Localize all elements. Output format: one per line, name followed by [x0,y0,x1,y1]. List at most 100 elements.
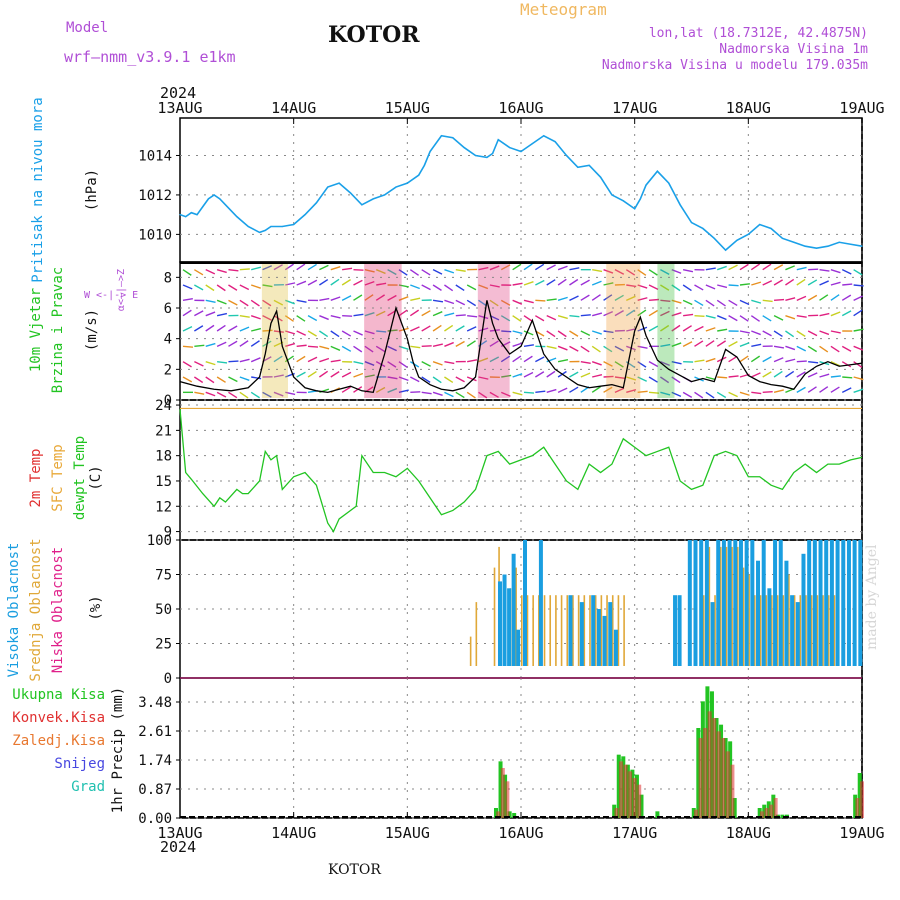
wind-arrow [830,268,841,274]
wind-title-2: Brzina i Pravac [50,267,66,393]
wind-arrow [785,370,795,378]
wind-arrow [319,357,330,363]
wind-arrow [523,315,533,322]
wind-arrow [853,284,864,287]
wind-arrow [444,284,454,292]
wind-arrow [409,269,419,276]
wind-arrow [216,341,227,347]
temp-legend-2m: 2m Temp [28,448,44,507]
wind-arrow [762,391,773,394]
wind-arrow [228,391,238,399]
wind-arrow [671,324,681,332]
pressure-point [565,154,568,157]
wind-arrow [660,376,670,384]
pressure-point [793,241,795,243]
wind-arrow [421,361,431,367]
wind-arrow [353,294,363,301]
mid-cloud-bar [493,567,496,666]
wind-arrow [546,315,557,321]
footer-station: KOTOR [328,862,381,878]
wind-arrow [501,374,512,378]
total-rain-bar [691,808,696,818]
wind-arrow [432,391,443,397]
wind-arrow [591,345,601,353]
wind-arrow [375,386,386,393]
wind-arrow [307,263,317,271]
mid-cloud-bar [538,595,540,666]
wind-arrow [239,284,250,291]
wind-arrow [841,345,852,352]
wind-arrow [330,371,340,378]
wind-arrow [626,295,636,301]
wind-gust-band [364,264,402,398]
wind-arrow [216,391,227,398]
mid-cloud-bar [600,595,603,666]
wind-arrow [455,376,465,383]
wind-arrow [455,268,466,272]
pressure-point [384,194,386,196]
wind-arrow [182,309,192,317]
total-rain-bar [634,774,639,818]
high-cloud-bar [596,609,601,666]
wind-arrow [375,361,386,368]
total-rain-bar [728,741,733,818]
high-cloud-bar [727,540,732,666]
wind-arrow [705,376,716,381]
high-cloud-bar [773,540,778,666]
wind-arrow [273,299,284,306]
wind-arrow [375,294,385,301]
wind-arrow [717,376,728,379]
high-cloud-bar [744,540,749,666]
pressure-point [429,150,431,153]
wind-arrow [603,294,613,301]
wind-gust-band [261,264,288,398]
y-tick-label: 0.00 [138,811,172,827]
wind-arrow [319,315,329,321]
wind-arrow [228,284,238,291]
total-rain-bar [762,804,767,818]
y-tick-label: 0 [164,393,172,409]
dewpt-temp-line [179,409,863,533]
wind-arrow [182,345,194,348]
wind-arrow [648,298,660,302]
wind-arrow [307,345,319,348]
wind-arrow [387,329,398,332]
high-cloud-bar [716,540,721,666]
wind-arrow [853,269,863,276]
wind-arrow [762,330,772,337]
wind-arrow [705,391,715,399]
wind-arrow [637,309,647,317]
wind-arrow [523,371,534,378]
wind-arrow [398,296,409,301]
wind-arrow [557,278,567,286]
wind-arrow [489,391,499,398]
mid-cloud-bar [475,602,478,666]
wind-arrow [341,279,351,286]
wind-arrow [785,315,796,320]
wind-arrow [785,297,796,302]
wind-arrow [785,278,795,286]
wind-arrow [807,330,818,337]
total-rain-bar [857,773,862,818]
total-rain-bar [512,813,517,818]
high-cloud-bar [761,540,766,666]
mid-cloud-bar [560,595,563,666]
mid-cloud-bar [617,595,620,666]
wind-arrow [603,269,614,274]
wind-arrow [637,361,647,368]
wind-arrow [762,280,773,286]
wind-arrow [228,376,238,383]
wind-arrow [512,282,523,286]
wind-arrow [398,309,408,317]
panel-frame-4 [179,677,863,819]
wind-arrow [466,284,477,291]
mid-cloud-bar [577,595,580,666]
pressure-point [861,245,863,247]
wind-arrow [728,340,738,347]
wind-arrow [500,264,511,271]
mid-cloud-bar [793,595,796,666]
mid-cloud-bar [810,595,813,666]
wind-arrow [262,284,273,288]
x-tick-label-bottom: 16AUG [498,824,543,842]
